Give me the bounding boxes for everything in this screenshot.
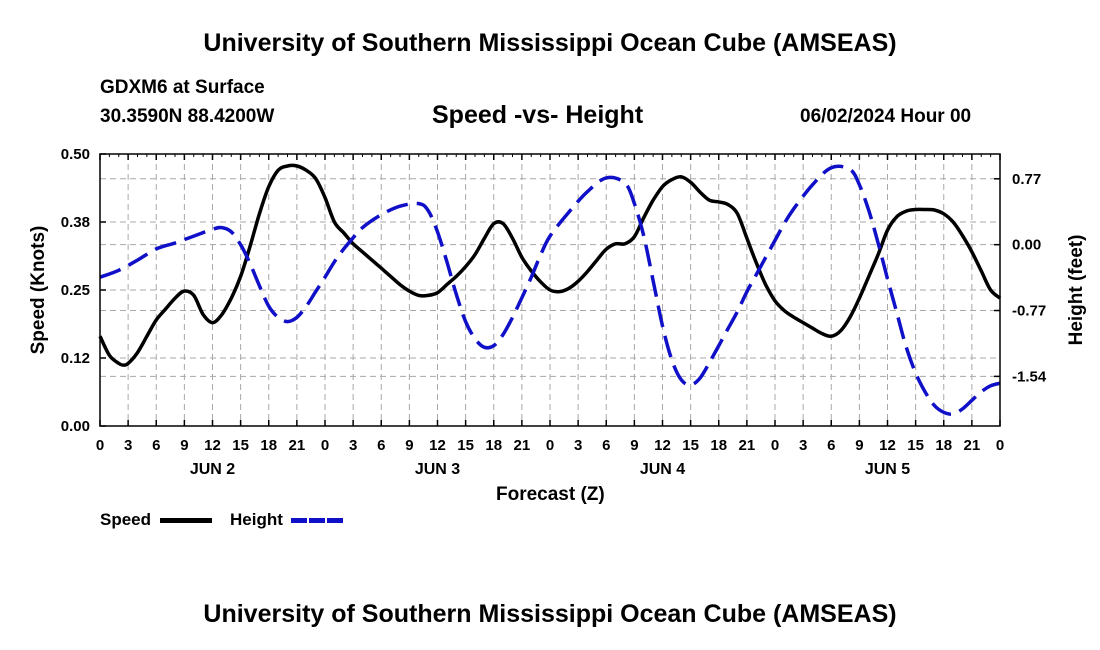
x-axis-label: Forecast (Z) [496,484,605,505]
y-tick-label: 0.50 [61,146,90,163]
day-label: JUN 3 [415,461,460,478]
x-tick-label: 18 [260,437,277,454]
x-tick-label: 12 [429,437,446,454]
x-tick-label: 9 [855,437,863,454]
x-tick-label: 6 [377,437,385,454]
x-tick-label: 0 [546,437,554,454]
x-tick-label: 6 [827,437,835,454]
height-series-line [99,164,1001,416]
y2-axis-label: Height (feet) [1066,235,1087,346]
x-tick-label: 12 [654,437,671,454]
x-tick-label: 0 [96,437,104,454]
x-tick-label: 18 [485,437,502,454]
x-tick-label: 21 [964,437,981,454]
x-tick-label: 9 [180,437,188,454]
x-tick-label: 15 [232,437,249,454]
y-tick-label: 0.38 [61,214,90,231]
legend-height-swatch [291,518,343,523]
day-label: JUN 4 [640,461,685,478]
axis-layer: 0 3 6 9 12 15 18 21 0 3 6 9 12 15 18 21 0 3 6 9 12 15 18 21 0 3 6 9… [61,146,1047,478]
x-tick-label: 3 [349,437,357,454]
station-label: GDXM6 at Surface [100,77,265,98]
x-tick-label: 3 [124,437,132,454]
y2-tick-label: 0.77 [1012,171,1041,188]
footer-title: University of Southern Mississippi Ocean… [203,600,897,628]
main-title: University of Southern Mississippi Ocean… [203,29,897,57]
chart-title: Speed -vs- Height [432,101,644,129]
x-tick-label: 21 [514,437,531,454]
x-tick-label: 0 [771,437,779,454]
x-tick-label: 3 [799,437,807,454]
x-tick-label: 15 [907,437,924,454]
y2-tick-label: -1.54 [1012,368,1047,385]
x-tick-label: 21 [739,437,756,454]
coordinates-label: 30.3590N 88.4200W [100,106,275,127]
legend-height-label: Height [230,510,283,529]
x-tick-label: 9 [630,437,638,454]
x-tick-label: 6 [602,437,610,454]
x-tick-label: 15 [682,437,699,454]
x-tick-label: 9 [405,437,413,454]
legend-speed-label: Speed [100,510,152,529]
x-tick-label: 0 [996,437,1004,454]
x-tick-label: 15 [457,437,474,454]
x-tick-label: 0 [321,437,329,454]
y2-tick-label: -0.77 [1012,303,1046,320]
x-tick-label: 12 [204,437,221,454]
x-tick-label: 21 [289,437,306,454]
grid-layer [100,154,1000,426]
x-tick-label: 3 [574,437,582,454]
x-tick-label: 18 [710,437,727,454]
series-layer [98,163,1002,416]
y-tick-label: 0.25 [61,282,90,299]
y-tick-label: 0.00 [61,418,90,435]
x-tick-label: 18 [935,437,952,454]
datetime-label: 06/02/2024 Hour 00 [800,106,972,127]
day-label: JUN 2 [190,461,235,478]
y-tick-label: 0.12 [61,350,90,367]
x-tick-label: 6 [152,437,160,454]
x-tick-label: 12 [879,437,896,454]
y2-tick-label: 0.00 [1012,237,1041,254]
speed-series-line [98,163,1002,367]
legend-speed-swatch [160,518,212,523]
y-axis-label: Speed (Knots) [28,226,49,355]
day-label: JUN 5 [865,461,910,478]
